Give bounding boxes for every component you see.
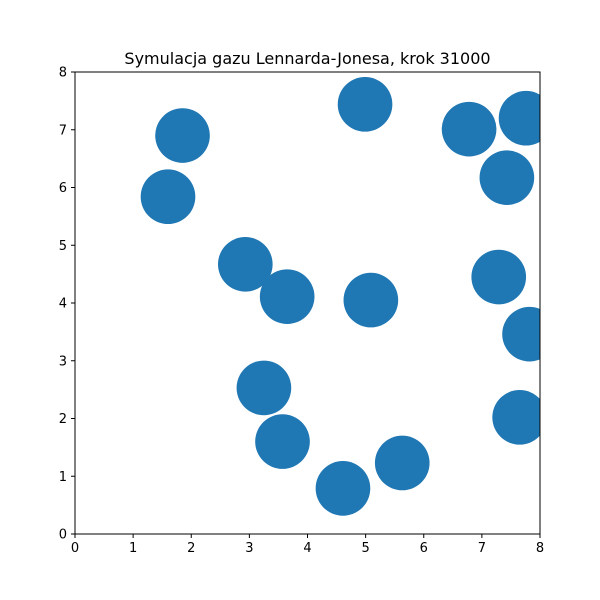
y-tick-label-3: 3 — [59, 354, 67, 369]
y-tick-label-4: 4 — [59, 297, 67, 312]
particle-point-5 — [498, 90, 540, 146]
particle-point-14 — [492, 390, 540, 445]
y-tick-label-2: 2 — [59, 412, 67, 427]
particle-point-3 — [337, 77, 393, 132]
particle-point-15 — [374, 435, 430, 491]
particle-point-11 — [502, 306, 540, 362]
y-tick-label-0: 0 — [59, 528, 67, 543]
points-layer — [140, 77, 540, 516]
x-tick-label-8: 8 — [536, 541, 544, 556]
particle-point-10 — [471, 249, 527, 305]
particle-point-13 — [255, 414, 310, 469]
particle-point-16 — [315, 461, 371, 516]
x-tick-label-5: 5 — [361, 541, 369, 556]
y-tick-label-5: 5 — [59, 239, 67, 254]
x-tick-label-1: 1 — [129, 541, 137, 556]
particle-point-4 — [441, 101, 497, 157]
particle-point-9 — [343, 272, 399, 328]
y-tick-label-7: 7 — [59, 123, 67, 138]
y-tick-label-1: 1 — [59, 470, 67, 485]
particle-point-6 — [479, 150, 535, 206]
y-tick-label-8: 8 — [59, 66, 67, 81]
x-tick-label-4: 4 — [303, 541, 311, 556]
particle-point-8 — [259, 269, 315, 324]
particle-point-7 — [217, 236, 273, 292]
x-tick-label-2: 2 — [187, 541, 195, 556]
particle-point-1 — [155, 108, 210, 163]
axes-layer: 0 1 2 3 4 5 6 7 8 0 1 2 3 4 5 6 7 8 — [59, 66, 544, 557]
x-tick-label-3: 3 — [245, 541, 253, 556]
x-tick-label-0: 0 — [71, 541, 79, 556]
particle-point-12 — [236, 360, 292, 416]
x-tick-label-6: 6 — [420, 541, 428, 556]
chart-title: Symulacja gazu Lennarda-Jonesa, krok 310… — [124, 49, 490, 68]
particle-point-2 — [140, 169, 196, 225]
y-tick-label-6: 6 — [59, 181, 67, 196]
x-tick-label-7: 7 — [478, 541, 486, 556]
